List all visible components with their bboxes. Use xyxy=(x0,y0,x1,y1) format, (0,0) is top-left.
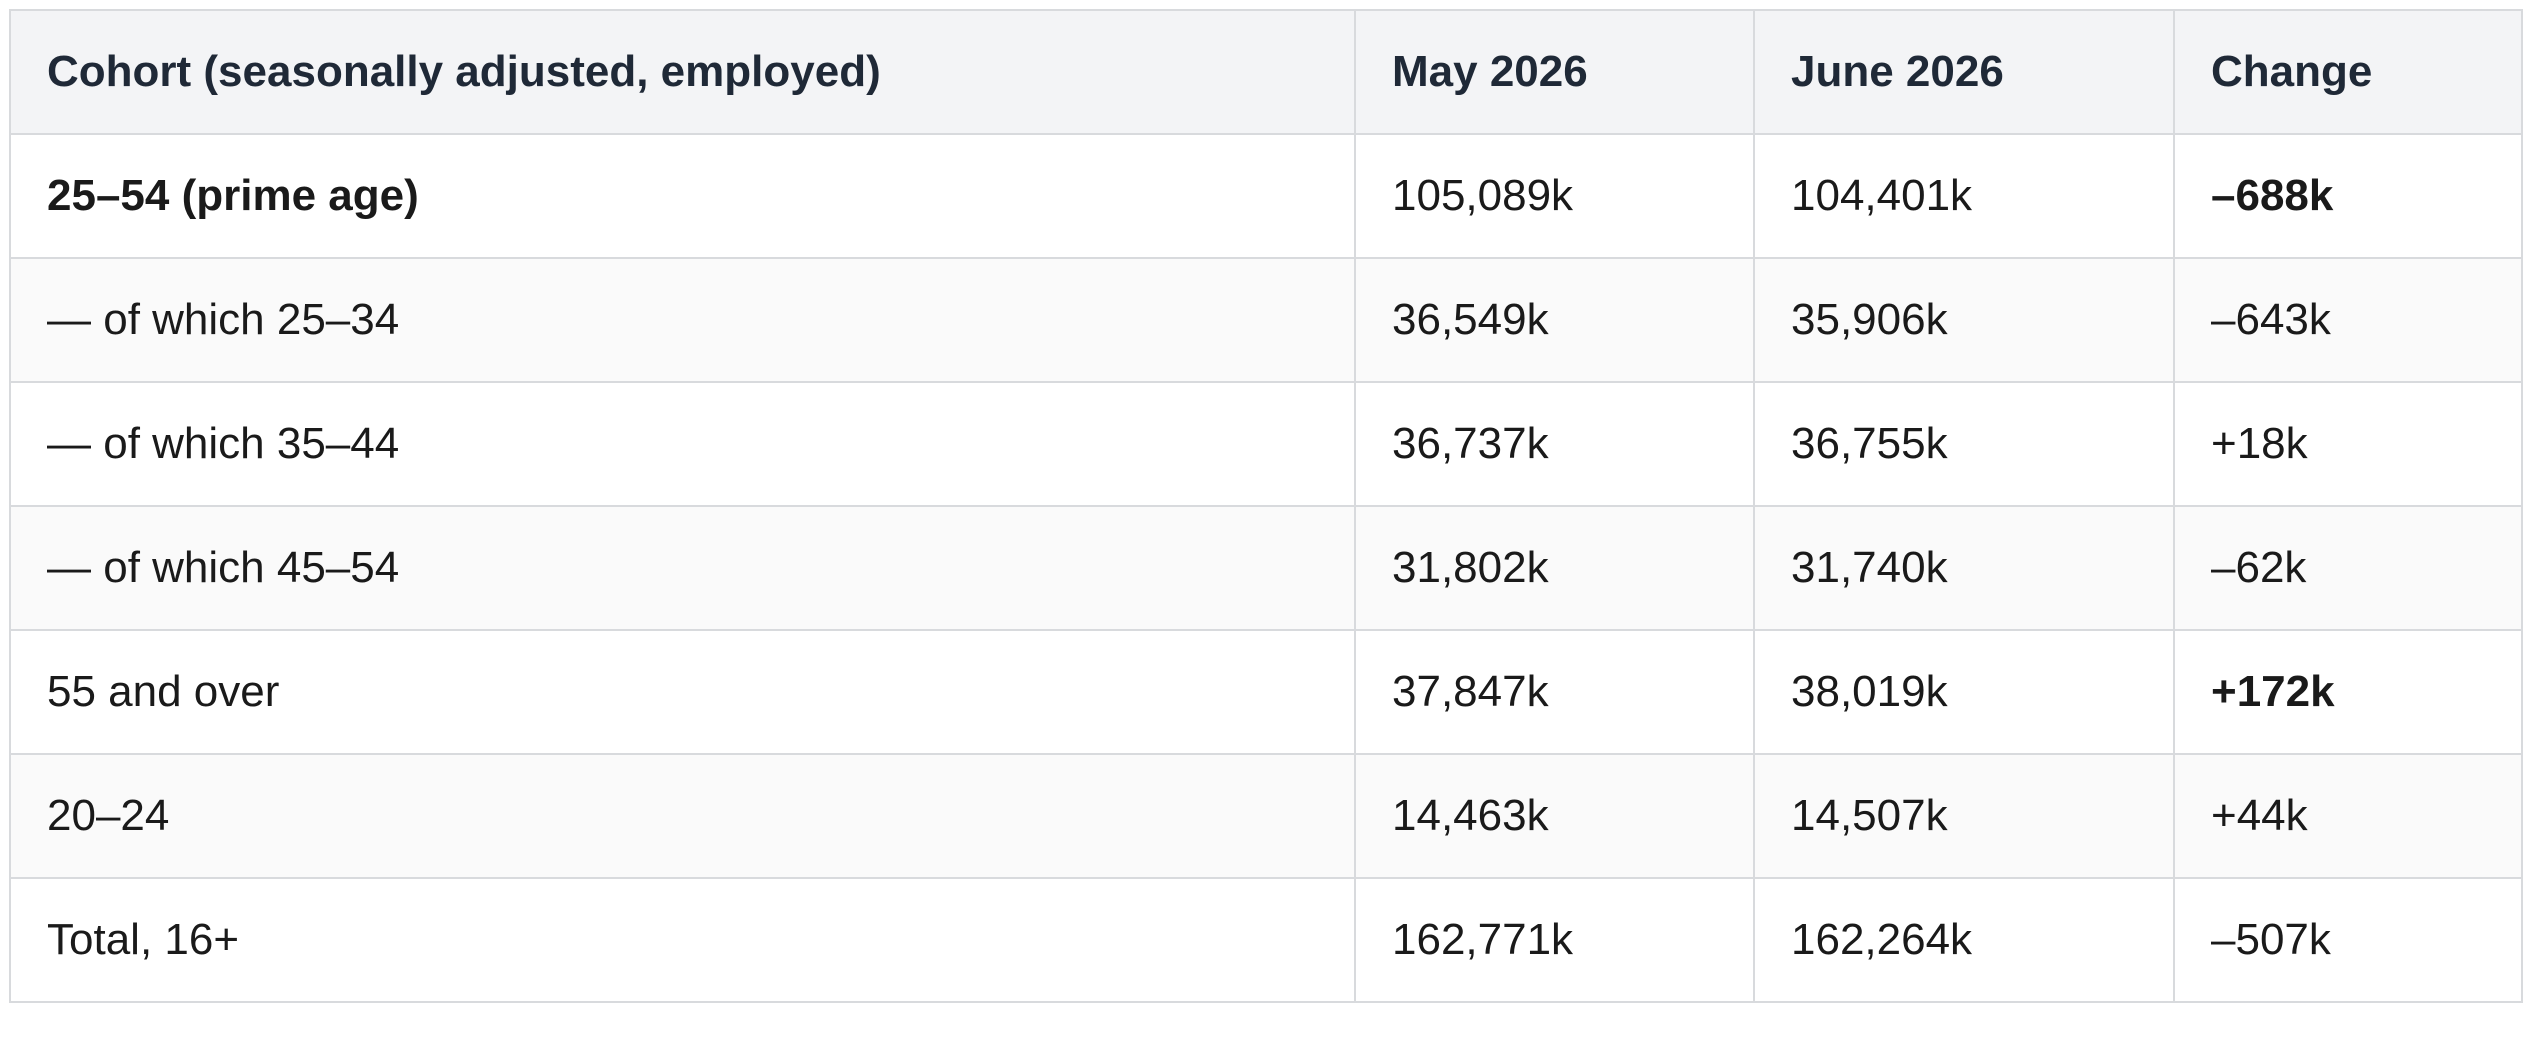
cohort-cell: — of which 25–34 xyxy=(9,257,1356,383)
cohort-cell: 55 and over xyxy=(9,629,1356,755)
table-body: 25–54 (prime age) 105,089k 104,401k –688… xyxy=(9,133,2523,1003)
header-june-2026: June 2026 xyxy=(1753,9,2175,135)
may-value-cell: 105,089k xyxy=(1354,133,1755,259)
header-change: Change xyxy=(2173,9,2523,135)
june-value-cell: 36,755k xyxy=(1753,381,2175,507)
header-cohort: Cohort (seasonally adjusted, employed) xyxy=(9,9,1356,135)
table-row: — of which 25–34 36,549k 35,906k –643k xyxy=(9,257,2523,383)
june-value-cell: 162,264k xyxy=(1753,877,2175,1003)
change-value-cell: –62k xyxy=(2173,505,2523,631)
header-row: Cohort (seasonally adjusted, employed) M… xyxy=(9,9,2523,135)
cohort-cell: 20–24 xyxy=(9,753,1356,879)
cohort-cell: Total, 16+ xyxy=(9,877,1356,1003)
may-value-cell: 37,847k xyxy=(1354,629,1755,755)
cohort-cell: — of which 35–44 xyxy=(9,381,1356,507)
june-value-cell: 104,401k xyxy=(1753,133,2175,259)
june-value-cell: 35,906k xyxy=(1753,257,2175,383)
change-value-cell: +44k xyxy=(2173,753,2523,879)
may-value-cell: 14,463k xyxy=(1354,753,1755,879)
table-row: — of which 35–44 36,737k 36,755k +18k xyxy=(9,381,2523,507)
table-row: Total, 16+ 162,771k 162,264k –507k xyxy=(9,877,2523,1003)
cohort-cell: 25–54 (prime age) xyxy=(9,133,1356,259)
table-row: 25–54 (prime age) 105,089k 104,401k –688… xyxy=(9,133,2523,259)
may-value-cell: 36,737k xyxy=(1354,381,1755,507)
may-value-cell: 162,771k xyxy=(1354,877,1755,1003)
change-value-cell: –507k xyxy=(2173,877,2523,1003)
header-may-2026: May 2026 xyxy=(1354,9,1755,135)
may-value-cell: 36,549k xyxy=(1354,257,1755,383)
june-value-cell: 38,019k xyxy=(1753,629,2175,755)
cohort-cell: — of which 45–54 xyxy=(9,505,1356,631)
table-row: 20–24 14,463k 14,507k +44k xyxy=(9,753,2523,879)
change-value-cell: –688k xyxy=(2173,133,2523,259)
employment-cohort-table-container: Cohort (seasonally adjusted, employed) M… xyxy=(9,9,2523,1003)
employment-cohort-table: Cohort (seasonally adjusted, employed) M… xyxy=(9,9,2523,1003)
june-value-cell: 14,507k xyxy=(1753,753,2175,879)
may-value-cell: 31,802k xyxy=(1354,505,1755,631)
change-value-cell: +18k xyxy=(2173,381,2523,507)
table-row: 55 and over 37,847k 38,019k +172k xyxy=(9,629,2523,755)
change-value-cell: –643k xyxy=(2173,257,2523,383)
june-value-cell: 31,740k xyxy=(1753,505,2175,631)
table-header: Cohort (seasonally adjusted, employed) M… xyxy=(9,9,2523,135)
change-value-cell: +172k xyxy=(2173,629,2523,755)
table-row: — of which 45–54 31,802k 31,740k –62k xyxy=(9,505,2523,631)
